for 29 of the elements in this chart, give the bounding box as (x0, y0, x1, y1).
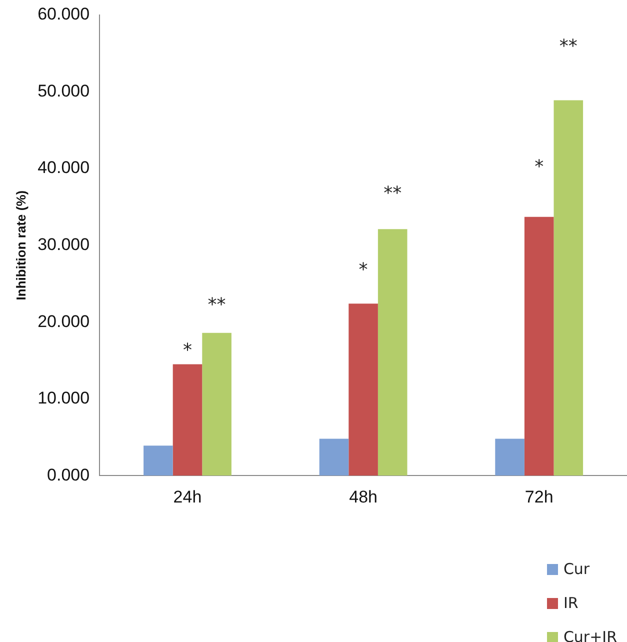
y-tick-label: 10.000 (38, 388, 90, 408)
y-tick-label: 40.000 (38, 158, 90, 178)
bar (202, 332, 232, 476)
bar (172, 364, 202, 476)
bar (319, 438, 349, 476)
x-tick-label: 24h (173, 487, 202, 506)
annotation: ** (559, 36, 578, 57)
y-tick-label: 30.000 (38, 234, 90, 254)
annotation: ** (208, 294, 226, 316)
bar (348, 304, 378, 476)
bar (378, 229, 408, 476)
x-tick-label: 48h (349, 487, 378, 506)
y-tick-label: 20.000 (38, 312, 90, 331)
y-tick-label: 50.000 (38, 81, 90, 100)
legend-label: IR (563, 594, 578, 612)
y-axis-title: Inhibition rate (%) (13, 190, 28, 300)
annotation: * (534, 156, 544, 178)
y-tick-label: 60.000 (38, 4, 90, 24)
annotation: ** (384, 182, 402, 204)
bar (144, 446, 173, 476)
bar (554, 100, 584, 476)
legend-label: Cur (563, 560, 590, 578)
y-tick-label: 0.000 (47, 465, 90, 484)
bar (495, 438, 524, 476)
legend-label: Cur+IR (563, 628, 617, 642)
x-tick-label: 72h (524, 487, 554, 506)
annotation: * (358, 259, 368, 280)
annotation: * (182, 340, 192, 361)
bar (524, 216, 554, 476)
